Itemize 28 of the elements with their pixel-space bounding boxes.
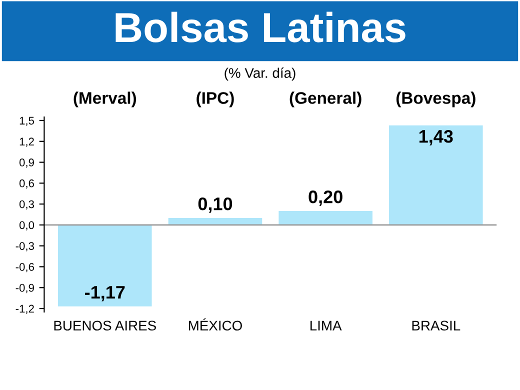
bar [168, 218, 262, 225]
y-tick-label: -0,9 [16, 284, 34, 294]
x-tick-label: BRASIL [412, 320, 460, 331]
y-tick-label: 0,0 [19, 221, 34, 230]
x-tick-label: BUENOS AIRES [54, 320, 156, 331]
chart-subtitle: (% Var. día) [224, 68, 296, 81]
data-label: -1,17 [85, 286, 125, 302]
y-tick-label: -1,2 [16, 304, 34, 314]
y-tick-label: -0,6 [16, 263, 34, 272]
text: (IPC) [196, 92, 234, 108]
y-tick-label: -0,3 [16, 242, 34, 252]
y-tick-label: 0,3 [19, 200, 34, 210]
text: (Merval) [74, 92, 136, 108]
data-label: 0,20 [308, 190, 342, 206]
y-tick-label: 1,2 [20, 138, 34, 147]
bar [278, 211, 372, 225]
text: (Bovespa) [396, 92, 476, 108]
text: (General) [290, 92, 362, 108]
x-tick-label: MÉXICO [188, 318, 242, 331]
data-label: 1,43 [419, 130, 453, 146]
x-tick-label: LIMA [310, 320, 342, 330]
chart-title: Bolsas Latinas [116, 12, 406, 42]
y-tick-label: 0,9 [19, 158, 34, 168]
data-label: 0,10 [198, 197, 232, 213]
bar [389, 125, 483, 225]
y-tick-label: 0,6 [19, 179, 34, 189]
bar [58, 224, 152, 306]
y-tick-label: 1,5 [20, 116, 34, 126]
